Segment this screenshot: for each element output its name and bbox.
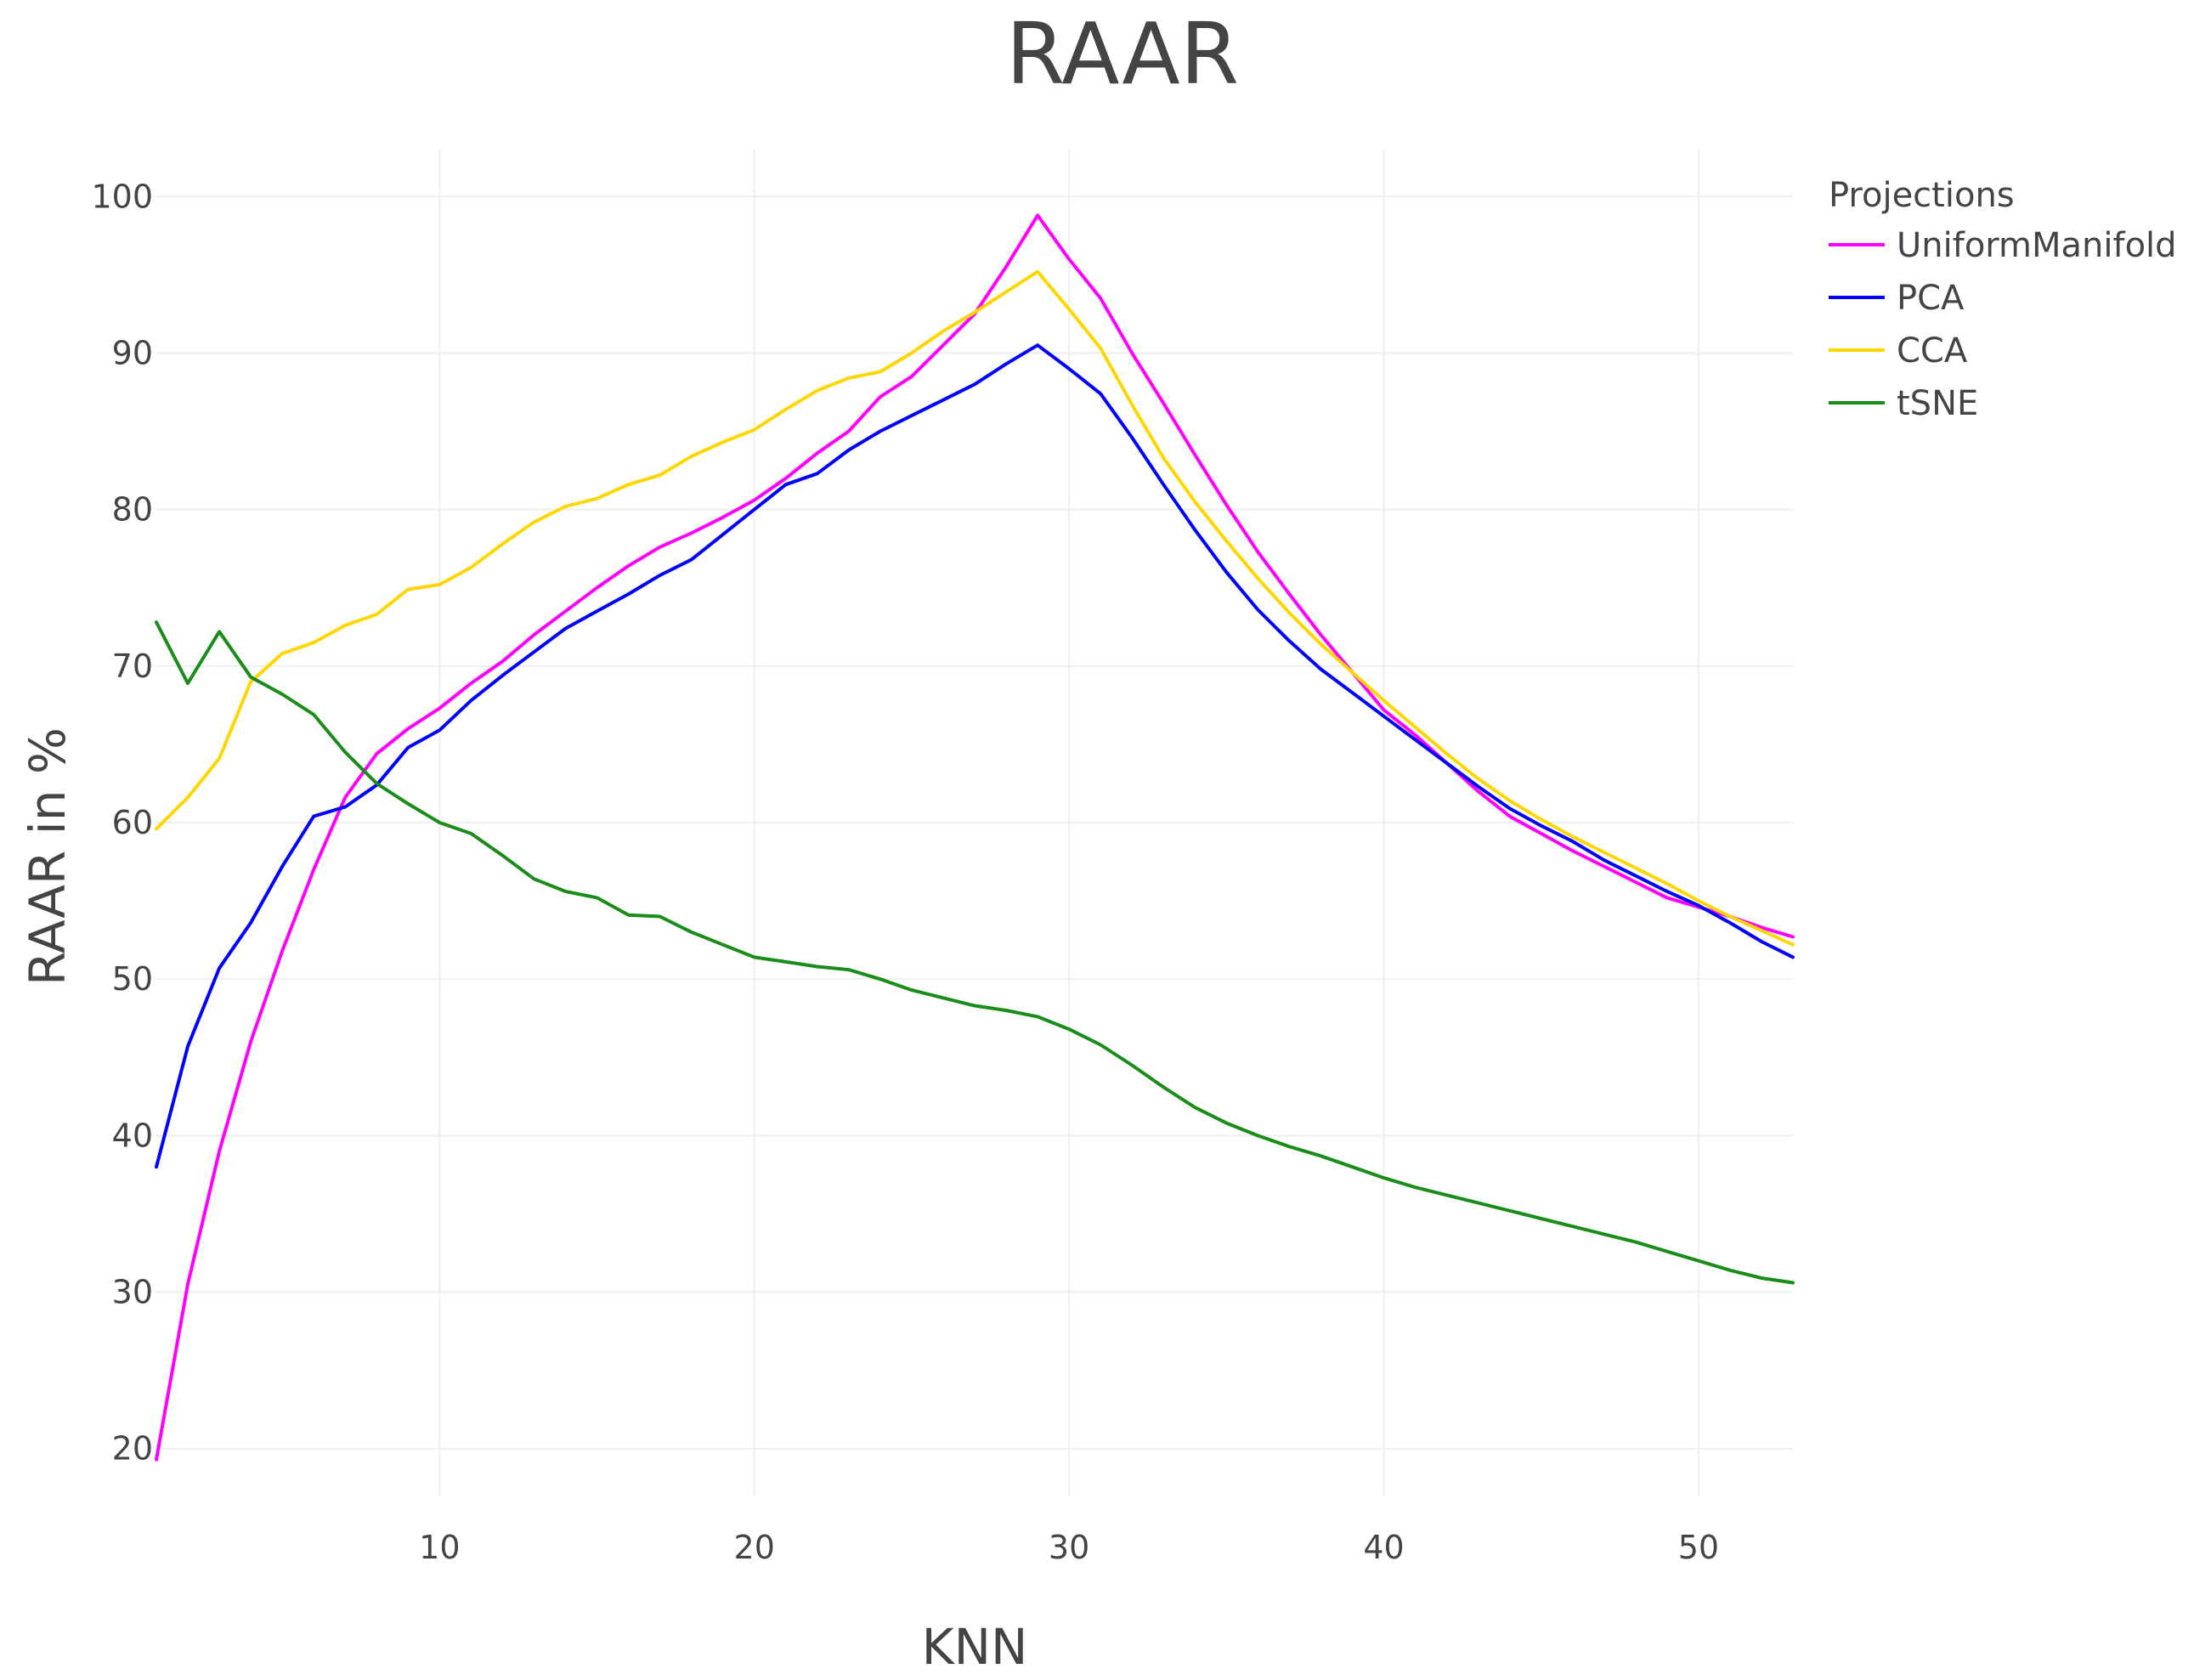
y-tick-label: 80	[112, 491, 153, 529]
chart-title: RAAR	[1006, 4, 1240, 104]
legend-label: PCA	[1897, 279, 1965, 318]
y-tick-label: 90	[112, 334, 153, 371]
y-axis-title: RAAR in %	[19, 727, 76, 986]
x-tick-label: 30	[1049, 1529, 1089, 1566]
legend-title: Projections	[1829, 176, 2015, 215]
y-tick-label: 50	[112, 960, 153, 998]
y-tick-label: 60	[112, 804, 153, 841]
legend-label: CCA	[1897, 331, 1968, 371]
x-tick-label: 10	[419, 1529, 460, 1566]
legend-item-tsne[interactable]: tSNE	[1829, 384, 1978, 423]
series-lines	[155, 213, 1795, 1462]
x-axis-title: KNN	[922, 1618, 1028, 1676]
x-tick-labels: 10 20 30 40 50	[419, 1529, 1719, 1566]
y-tick-label: 100	[91, 178, 153, 215]
series-line-pca	[155, 343, 1795, 1169]
series-line-uniformmanifold	[155, 213, 1795, 1462]
legend-label: UniformManifold	[1897, 226, 2177, 265]
y-gridlines	[156, 195, 1793, 1450]
y-tick-label: 70	[112, 648, 153, 685]
x-gridlines	[438, 150, 1699, 1496]
y-tick-labels: 20 30 40 50 60 70 80 90 100	[91, 178, 153, 1467]
legend-item-cca[interactable]: CCA	[1829, 331, 1968, 371]
legend-item-uniformmanifold[interactable]: UniformManifold	[1829, 226, 2177, 265]
y-tick-label: 40	[112, 1117, 153, 1154]
legend-item-pca[interactable]: PCA	[1829, 279, 1965, 318]
x-tick-label: 20	[734, 1529, 775, 1566]
x-tick-label: 40	[1363, 1529, 1404, 1566]
series-line-cca	[155, 269, 1795, 947]
legend-label: tSNE	[1897, 384, 1978, 423]
legend: Projections UniformManifold PCA CCA tSNE	[1829, 176, 2177, 423]
y-tick-label: 20	[112, 1430, 153, 1468]
series-line-tsne	[155, 620, 1795, 1285]
y-tick-label: 30	[112, 1274, 153, 1311]
x-tick-label: 50	[1678, 1529, 1719, 1566]
